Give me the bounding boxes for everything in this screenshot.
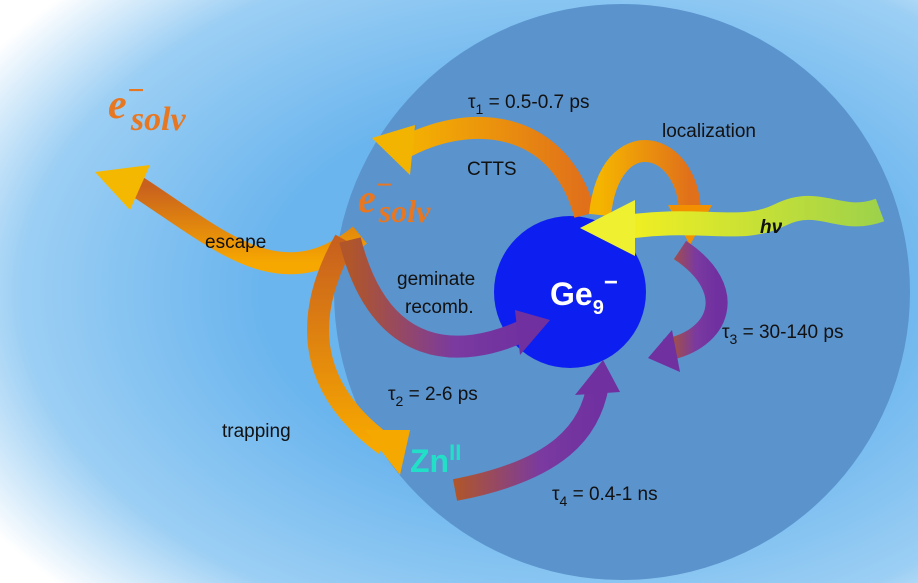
- base: h: [760, 217, 772, 238]
- arrow-head: [648, 330, 680, 372]
- sup: −: [376, 170, 393, 201]
- light-arrow: [618, 195, 885, 240]
- electron-label: e− solv: [358, 170, 431, 229]
- arrow-head: [365, 430, 410, 475]
- text: = 30-140 ps: [737, 322, 843, 343]
- sub: 9: [593, 297, 604, 319]
- symbol: τ: [388, 384, 396, 405]
- arrow-head: [95, 165, 150, 210]
- base: e: [108, 82, 127, 128]
- arrows: [95, 116, 885, 501]
- localization-label: localization: [662, 121, 756, 142]
- tau4-arrow: [452, 382, 609, 501]
- ctts-label: CTTS: [467, 159, 517, 180]
- geminate-label: geminate: [397, 269, 475, 290]
- text: = 0.5-0.7 ps: [483, 92, 589, 113]
- ctts-arrow: [394, 116, 596, 219]
- lifetime-label: τ2 = 2-6 ps: [388, 384, 478, 409]
- arrow-head: [575, 360, 620, 395]
- sub: 1: [476, 101, 484, 117]
- symbol: τ: [468, 92, 476, 113]
- sub: solv: [378, 193, 431, 229]
- nu: ν: [772, 217, 783, 238]
- sub: 2: [396, 393, 404, 409]
- sub: 4: [560, 493, 568, 509]
- zinc-label: ZnII: [410, 440, 461, 479]
- trapping-arrow: [307, 234, 392, 454]
- lifetime-label: τ3 = 30-140 ps: [722, 322, 843, 347]
- geminate-label: recomb.: [405, 297, 474, 318]
- tau3-arrow: [662, 240, 728, 361]
- base: Ge: [550, 276, 593, 312]
- base: Zn: [410, 443, 449, 479]
- geminate-arrow: [339, 237, 530, 358]
- localization-arrow: [589, 140, 701, 217]
- sup: −: [604, 269, 618, 296]
- arrow-head: [515, 310, 550, 355]
- symbol: τ: [552, 484, 560, 505]
- sub: solv: [130, 101, 187, 138]
- electron-label: e− solv: [108, 74, 187, 138]
- text: = 2-6 ps: [403, 384, 477, 405]
- base: e: [358, 176, 376, 221]
- sup: II: [449, 440, 461, 465]
- light-label: hν: [760, 217, 783, 238]
- sup: −: [127, 74, 145, 107]
- symbol: τ: [722, 322, 730, 343]
- trapping-label: trapping: [222, 421, 291, 442]
- lifetime-label: τ4 = 0.4-1 ns: [552, 484, 658, 509]
- arrow-head: [372, 125, 415, 175]
- arrow-head: [580, 200, 635, 256]
- escape-label: escape: [205, 232, 266, 253]
- cluster-label: Ge9−: [550, 269, 618, 319]
- lifetime-label: τ1 = 0.5-0.7 ps: [468, 92, 589, 117]
- sub: 3: [730, 331, 738, 347]
- text: = 0.4-1 ns: [567, 484, 657, 505]
